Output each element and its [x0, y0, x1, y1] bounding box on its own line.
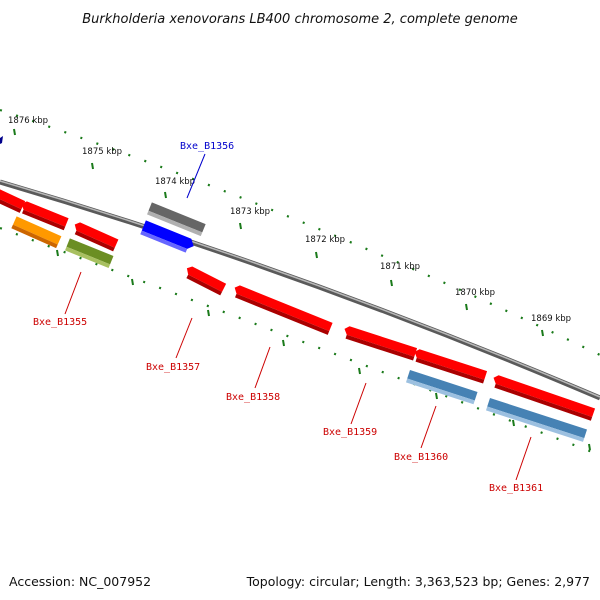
gene-arrow[interactable]	[18, 200, 69, 231]
leader-line	[64, 271, 82, 315]
tick-mark	[56, 249, 59, 257]
leader-line	[515, 436, 532, 481]
gene-arrow[interactable]	[71, 221, 119, 252]
gene-arrow[interactable]	[231, 284, 333, 335]
tick-label: 1876 kbp	[8, 116, 48, 126]
leader-line	[254, 346, 271, 389]
tick-label: 1873 kbp	[230, 207, 270, 217]
tick-mark	[239, 222, 242, 230]
tick-mark	[435, 392, 438, 400]
tick-mark	[541, 329, 544, 337]
inner-scale-track	[0, 226, 600, 457]
gene-arrow[interactable]	[491, 374, 596, 421]
tick-label: 1872 kbp	[305, 235, 345, 245]
tick-mark	[588, 443, 591, 451]
tick-label: 1871 kbp	[380, 262, 420, 272]
gene-arrow[interactable]	[412, 348, 488, 384]
leader-line	[186, 153, 206, 199]
tick-label: 1874 kbp	[155, 177, 195, 187]
tick-mark	[131, 278, 134, 286]
tick-labels: 1876 kbp 1875 kbp 1874 kbp 1873 kbp 1872…	[8, 116, 571, 324]
gene-arrow-steelblue[interactable]	[405, 370, 478, 405]
tick-marks	[13, 128, 591, 451]
leader-lines	[64, 153, 532, 481]
gene-arrow[interactable]	[0, 136, 3, 144]
gene-label[interactable]: Bxe_B1357	[146, 362, 200, 373]
gene-label[interactable]: Bxe_B1355	[33, 317, 87, 328]
gene-label[interactable]: Bxe_B1358	[226, 392, 280, 403]
gene-arrow-gray[interactable]	[147, 202, 206, 237]
gene-labels: Bxe_B1356 Bxe_B1355 Bxe_B1357 Bxe_B1358 …	[33, 141, 543, 494]
leader-line	[350, 382, 367, 425]
tick-mark	[13, 128, 16, 136]
genome-backbone	[0, 179, 600, 401]
tick-mark	[465, 303, 468, 311]
accession-text: Accession: NC_007952	[9, 574, 151, 589]
gene-arrow-steelblue[interactable]	[485, 398, 588, 442]
tick-label: 1870 kbp	[455, 288, 495, 298]
gene-label[interactable]: Bxe_B1360	[394, 452, 448, 463]
tick-mark	[91, 162, 94, 170]
tick-label: 1875 kbp	[82, 147, 122, 157]
leader-line	[420, 405, 437, 449]
gene-arrow[interactable]	[342, 325, 418, 361]
gene-arrow[interactable]	[183, 265, 227, 296]
leader-line	[175, 317, 193, 359]
forward-strand-genes	[0, 187, 206, 237]
tick-mark	[282, 339, 285, 347]
tick-mark	[512, 419, 515, 427]
genome-summary-text: Topology: circular; Length: 3,363,523 bp…	[246, 574, 590, 589]
genome-backbone-highlight	[0, 180, 600, 398]
gene-arrow-olive[interactable]	[65, 238, 114, 269]
tick-mark	[164, 191, 167, 199]
tick-mark	[207, 309, 210, 317]
gene-arrow[interactable]	[0, 187, 26, 213]
page-title: Burkholderia xenovorans LB400 chromosome…	[82, 12, 518, 27]
gene-label[interactable]: Bxe_B1359	[323, 427, 377, 438]
tick-mark	[315, 251, 318, 259]
gene-arrow-blue[interactable]	[140, 220, 196, 254]
gene-arrow-orange[interactable]	[11, 216, 62, 249]
tick-mark	[358, 367, 361, 375]
gene-label[interactable]: Bxe_B1356	[180, 141, 234, 152]
tick-label: 1869 kbp	[531, 314, 571, 324]
gene-label[interactable]: Bxe_B1361	[489, 483, 543, 494]
tick-mark	[390, 279, 393, 287]
reverse-strand-genes	[11, 216, 596, 442]
